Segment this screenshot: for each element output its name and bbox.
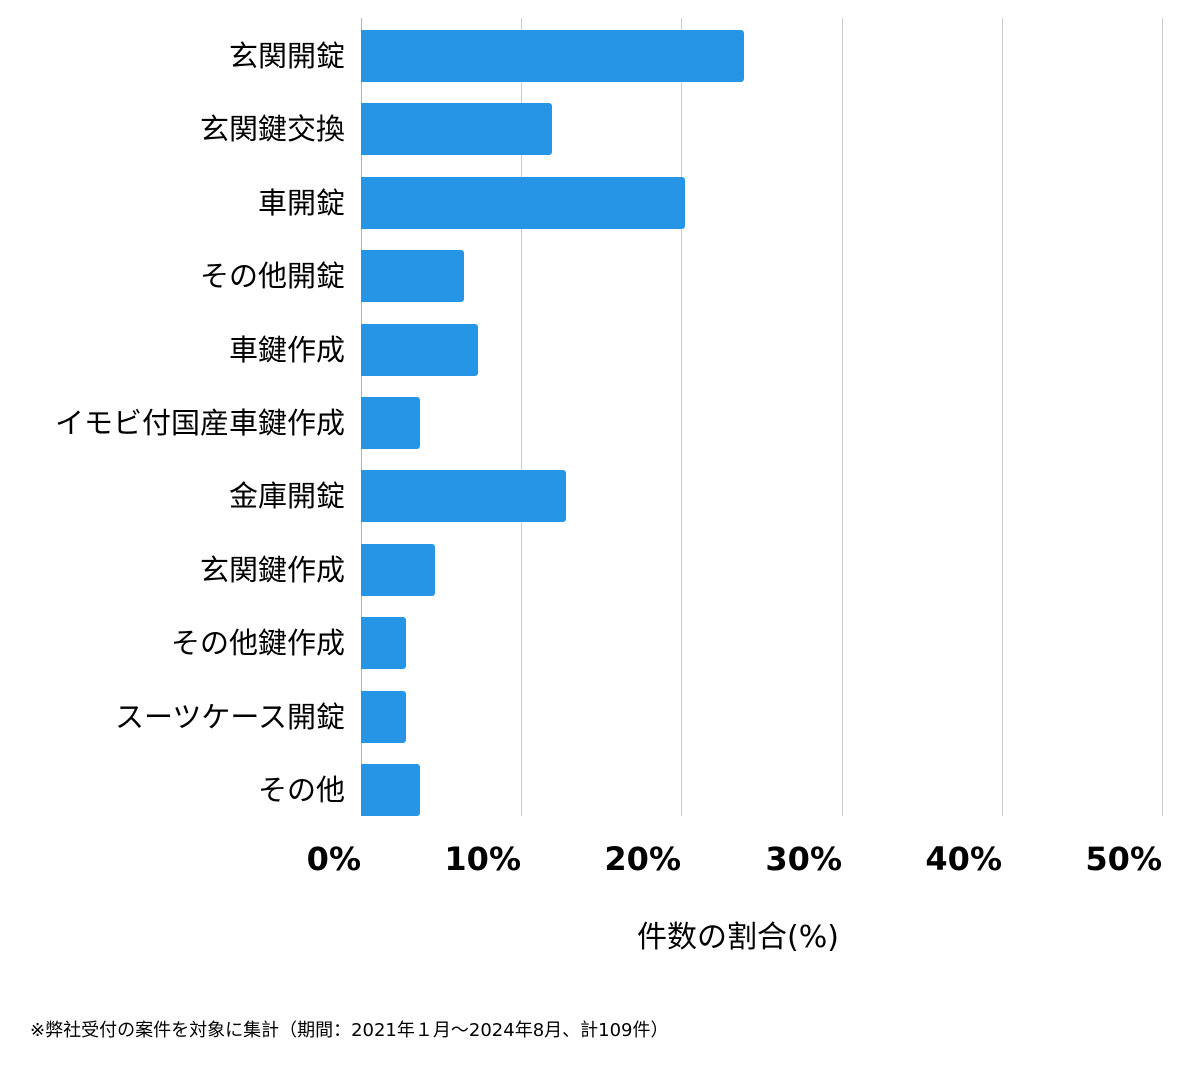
gridline — [1002, 18, 1003, 816]
footnote: ※弊社受付の案件を対象に集計（期間：2021年１月～2024年8月、計109件） — [30, 1020, 669, 1041]
bar — [361, 250, 464, 302]
bar — [361, 103, 552, 155]
bar — [361, 544, 435, 596]
bar-row: スーツケース開錠 — [0, 691, 1200, 743]
bar — [361, 470, 566, 522]
bar — [361, 691, 406, 743]
category-label: スーツケース開錠 — [115, 700, 345, 734]
category-label: 金庫開錠 — [228, 479, 345, 513]
category-label: 玄関鍵交換 — [199, 112, 345, 146]
gridline — [681, 18, 682, 816]
bar — [361, 324, 478, 376]
bar-row: 玄関鍵作成 — [0, 544, 1200, 596]
bar — [361, 397, 420, 449]
category-label: その他開錠 — [199, 259, 345, 293]
bar — [361, 177, 685, 229]
bar-row: その他 — [0, 764, 1200, 816]
gridline — [1162, 18, 1163, 816]
bar-row: その他開錠 — [0, 250, 1200, 302]
x-tick-label: 0% — [306, 840, 361, 878]
gridline — [842, 18, 843, 816]
category-label: 車開錠 — [257, 186, 345, 220]
x-tick-label: 40% — [925, 840, 1002, 878]
bar-row: 玄関鍵交換 — [0, 103, 1200, 155]
bar-row: 金庫開錠 — [0, 470, 1200, 522]
bar — [361, 617, 406, 669]
horizontal-bar-chart: 玄関開錠玄関鍵交換車開錠その他開錠車鍵作成イモビ付国産車鍵作成金庫開錠玄関鍵作成… — [0, 18, 1200, 955]
category-label: イモビ付国産車鍵作成 — [54, 406, 345, 440]
category-label: 車鍵作成 — [228, 333, 345, 367]
bar-row: 車開錠 — [0, 177, 1200, 229]
bar — [361, 30, 744, 82]
bar-row: 車鍵作成 — [0, 324, 1200, 376]
bar-row: その他鍵作成 — [0, 617, 1200, 669]
category-label: 玄関鍵作成 — [199, 553, 345, 587]
category-label: その他鍵作成 — [170, 626, 345, 660]
bar-row: イモビ付国産車鍵作成 — [0, 397, 1200, 449]
x-axis-label: 件数の割合(%) — [637, 920, 839, 955]
category-label: その他 — [257, 773, 345, 807]
gridline — [521, 18, 522, 816]
x-tick-label: 10% — [444, 840, 521, 878]
x-tick-label: 30% — [765, 840, 842, 878]
category-label: 玄関開錠 — [228, 39, 345, 73]
x-tick-label: 20% — [604, 840, 681, 878]
bar-row: 玄関開錠 — [0, 30, 1200, 82]
x-tick-label: 50% — [1085, 840, 1162, 878]
bar — [361, 764, 420, 816]
